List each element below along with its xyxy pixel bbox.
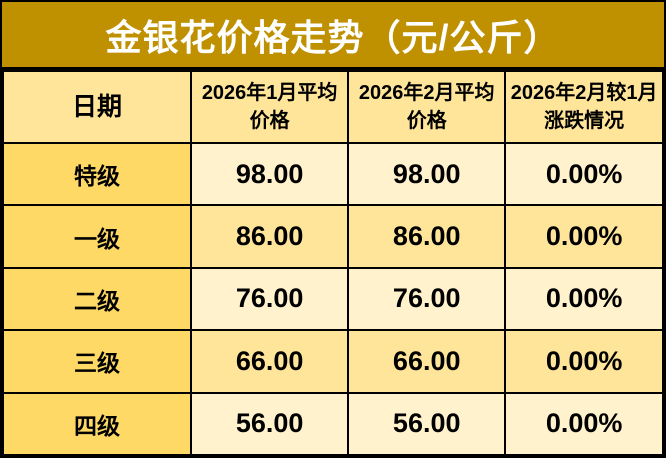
change-cell: 0.00%	[504, 204, 664, 269]
change-cell: 0.00%	[504, 391, 664, 457]
col-header-jan-avg: 2026年1月平均价格	[190, 70, 350, 144]
header-row: 日期 2026年1月平均价格 2026年2月平均价格 2026年2月较1月涨跌情…	[1, 70, 664, 144]
jan-price-cell: 56.00	[190, 391, 350, 457]
jan-price-cell: 86.00	[190, 204, 350, 269]
price-table: 日期 2026年1月平均价格 2026年2月平均价格 2026年2月较1月涨跌情…	[1, 70, 664, 457]
grade-label-cell: 一级	[1, 204, 193, 269]
table-row-special-grade: 特级 98.00 98.00 0.00%	[1, 141, 664, 207]
feb-price-cell: 98.00	[347, 141, 507, 207]
grade-label-cell: 四级	[1, 391, 193, 457]
table-row-grade-1: 一级 86.00 86.00 0.00%	[1, 204, 664, 269]
table-row-grade-4: 四级 56.00 56.00 0.00%	[1, 391, 664, 457]
grade-label-cell: 特级	[1, 141, 193, 207]
feb-price-cell: 56.00	[347, 391, 507, 457]
grade-label-cell: 二级	[1, 266, 193, 332]
change-cell: 0.00%	[504, 329, 664, 394]
table-title: 金银花价格走势（元/公斤）	[2, 2, 664, 70]
grade-label-cell: 三级	[1, 329, 193, 394]
change-cell: 0.00%	[504, 141, 664, 207]
feb-price-cell: 66.00	[347, 329, 507, 394]
table-row-grade-2: 二级 76.00 76.00 0.00%	[1, 266, 664, 332]
col-header-date: 日期	[1, 70, 193, 144]
change-cell: 0.00%	[504, 266, 664, 332]
jan-price-cell: 66.00	[190, 329, 350, 394]
feb-price-cell: 76.00	[347, 266, 507, 332]
col-header-change: 2026年2月较1月涨跌情况	[504, 70, 664, 144]
table-row-grade-3: 三级 66.00 66.00 0.00%	[1, 329, 664, 394]
jan-price-cell: 98.00	[190, 141, 350, 207]
jan-price-cell: 76.00	[190, 266, 350, 332]
col-header-feb-avg: 2026年2月平均价格	[347, 70, 507, 144]
feb-price-cell: 86.00	[347, 204, 507, 269]
